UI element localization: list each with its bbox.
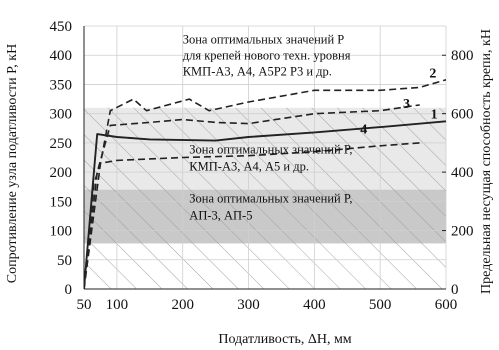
zone-label-1: Зона оптимальных значений P (183, 33, 345, 47)
series-label-4: 4 (360, 123, 367, 138)
right-y-tick-label: 400 (451, 165, 474, 181)
x-tick-label: 600 (435, 297, 458, 313)
zone-label-2: Зона оптимальных значений P, (189, 142, 352, 156)
series-label-1: 1 (431, 107, 438, 122)
x-tick-label: 400 (303, 297, 326, 313)
zone-label-3: АП-3, АП-5 (189, 209, 252, 223)
left-y-tick-label: 200 (50, 165, 73, 181)
left-y-tick-label: 250 (50, 136, 73, 152)
zone-label-2: КМП-А3, А4, А5 и др. (189, 159, 309, 173)
zone-hatching (84, 107, 446, 289)
right-y-tick-label: 0 (451, 282, 459, 298)
series-layer (84, 79, 446, 289)
left-y-tick-label: 300 (50, 107, 73, 123)
right-y-axis-title: Предельная несущая способность крепи, кН (479, 29, 494, 294)
right-y-tick-label: 200 (451, 224, 474, 240)
series-line-3 (84, 104, 420, 289)
series-line-2 (84, 79, 446, 289)
left-y-tick-label: 400 (50, 48, 73, 64)
series-label-2: 2 (429, 66, 436, 81)
x-axis-title: Податливость, ΔH, мм (218, 332, 351, 347)
left-y-tick-label: 350 (50, 77, 73, 93)
series-line-4 (84, 142, 420, 289)
zones-layer (84, 26, 446, 289)
zone-band-1 (84, 26, 446, 108)
x-tick-label: 100 (106, 297, 129, 313)
x-tick-label: 50 (77, 297, 92, 313)
text-layer: 50 100 200 300 400 500 60005010015020025030035… (50, 19, 474, 313)
series-line-1 (84, 120, 446, 289)
zone-label-1: для крепей нового техн. уровня (183, 49, 351, 63)
x-tick-label: 300 (237, 297, 260, 313)
left-y-tick-label: 450 (50, 19, 73, 35)
right-y-tick-label: 600 (451, 107, 474, 123)
left-y-tick-label: 0 (65, 282, 73, 298)
x-tick-label: 500 (369, 297, 392, 313)
zone-label-3: Зона оптимальных значений P, (189, 192, 352, 206)
left-y-tick-label: 50 (57, 253, 72, 269)
left-y-tick-label: 150 (50, 194, 73, 210)
series-label-3: 3 (403, 97, 410, 112)
zone-label-1: КМП-А3, А4, А5Р2 Р3 и др. (183, 65, 332, 79)
right-y-tick-label: 800 (451, 48, 474, 64)
x-tick-label: 200 (171, 297, 194, 313)
axes-layer (83, 26, 446, 290)
left-y-tick-label: 100 (50, 224, 73, 240)
left-y-axis-title: Сопротивление узла податливости P, кН (5, 44, 20, 283)
